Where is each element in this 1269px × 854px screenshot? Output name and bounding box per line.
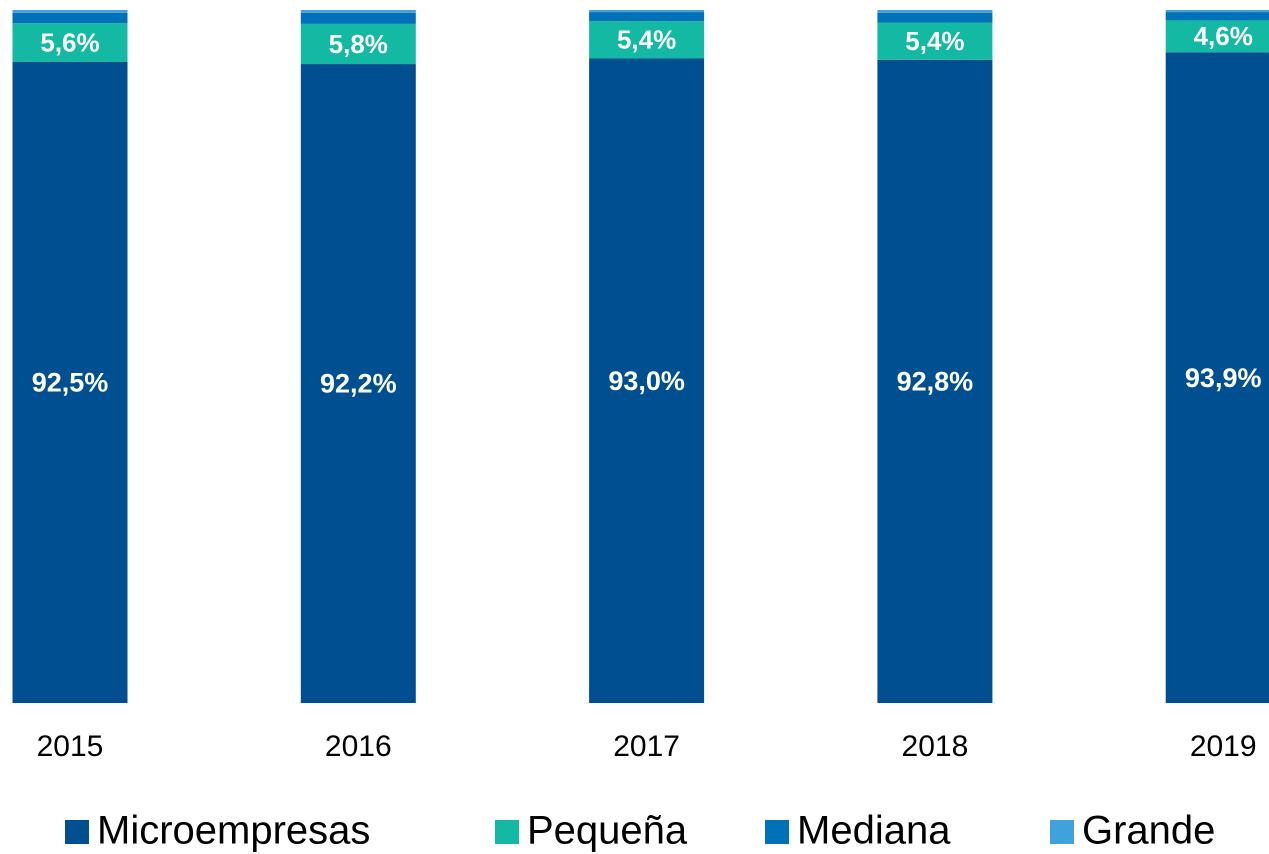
value-label: 92,2% — [320, 369, 397, 399]
bar-segment — [300, 10, 416, 13]
bar-segment — [589, 10, 705, 13]
legend-swatch — [495, 820, 519, 844]
legend-label: Pequeña — [527, 809, 688, 853]
value-label: 5,4% — [617, 25, 676, 55]
bar-segment — [12, 10, 128, 13]
x-tick-label: 2015 — [37, 730, 104, 763]
legend-swatch — [1050, 820, 1074, 844]
bar-segment — [589, 58, 705, 703]
bar-segment — [12, 61, 128, 704]
value-label: 5,6% — [40, 27, 99, 57]
x-tick-label: 2018 — [902, 730, 969, 763]
bar-segment — [1165, 20, 1269, 53]
x-tick-label: 2016 — [325, 730, 392, 763]
legend-swatch — [65, 820, 89, 844]
bar-segment — [300, 12, 416, 24]
legend-label: Microempresas — [97, 809, 370, 853]
bar-segment — [877, 10, 993, 13]
value-label: 92,5% — [32, 368, 109, 398]
bar-segment — [589, 12, 705, 22]
bar-segment — [300, 64, 416, 703]
bar-segment — [300, 23, 416, 65]
value-label: 4,6% — [1194, 21, 1253, 51]
x-tick-label: 2017 — [613, 730, 680, 763]
bar-segment — [1165, 12, 1269, 21]
value-label: 93,0% — [608, 366, 685, 396]
x-tick-label: 2019 — [1190, 730, 1257, 763]
bar-segment — [589, 21, 705, 59]
legend-label: Grande — [1082, 809, 1215, 853]
bar-segment — [877, 22, 993, 60]
bar-segment — [877, 12, 993, 23]
legend-label: Mediana — [797, 809, 951, 853]
legend-swatch — [765, 820, 789, 844]
value-label: 5,4% — [905, 26, 964, 56]
bar-segment — [12, 23, 128, 62]
bar-segment — [877, 59, 993, 704]
value-label: 5,8% — [329, 29, 388, 59]
bar-segment — [1165, 52, 1269, 703]
bar-segment — [12, 12, 128, 24]
value-label: 93,9% — [1185, 363, 1262, 393]
bar-segment — [1165, 10, 1269, 13]
value-label: 92,8% — [897, 367, 974, 397]
